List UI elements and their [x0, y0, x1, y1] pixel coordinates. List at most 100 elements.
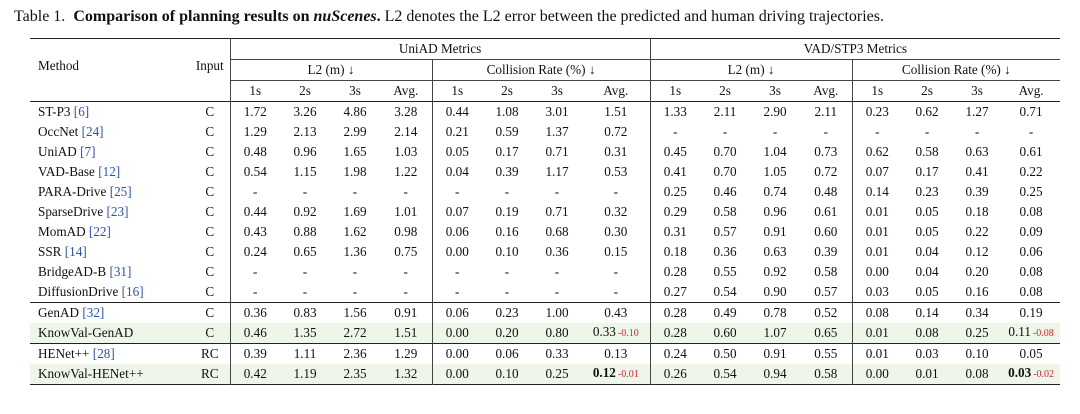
cell-value: 0.63 — [763, 244, 787, 259]
cell-value: - — [403, 184, 408, 199]
v-col-cell: 0.04 — [902, 242, 952, 262]
u-l2-cell: 1.56 — [330, 303, 380, 324]
cell-value: 0.24 — [243, 244, 267, 259]
u-col-cell: 0.44 — [431, 101, 482, 122]
citation-link[interactable]: [28] — [92, 346, 115, 361]
v-l2-cell: 0.70 — [700, 142, 750, 162]
u-l2-cell: 0.46 — [229, 323, 280, 344]
v-l2-cell: 2.11 — [700, 102, 750, 123]
cell-value: 0.75 — [394, 244, 418, 259]
v-col-cell: 0.04 — [902, 262, 952, 282]
cell-value: 0.57 — [713, 224, 737, 239]
citation-link[interactable]: [32] — [82, 305, 105, 320]
cell-value: 0.71 — [1019, 104, 1043, 119]
method-cell: KnowVal-GenAD — [30, 323, 190, 344]
cell-value: 0.45 — [663, 144, 687, 159]
citation-link[interactable]: [14] — [64, 244, 87, 259]
citation-link[interactable]: [31] — [109, 264, 132, 279]
method-name: PARA-Drive — [38, 184, 107, 199]
cell-value: 2.13 — [293, 124, 317, 139]
cell-value: 0.90 — [763, 284, 787, 299]
u-l2-cell: 0.65 — [280, 242, 330, 262]
cell-value: 1.04 — [763, 144, 787, 159]
method-cell: VAD-Base [12] — [30, 162, 190, 182]
v-l2-cell: 0.55 — [800, 344, 852, 365]
cell-value: - — [253, 284, 258, 299]
v-l2-cell: 0.39 — [800, 242, 852, 262]
cell-value: 0.55 — [814, 346, 838, 361]
input-cell: RC — [190, 364, 230, 385]
u-l2-cell: 3.28 — [380, 102, 432, 123]
cell-value: 1.17 — [545, 164, 569, 179]
cell-value: 2.72 — [343, 325, 367, 340]
cell-value: 1.69 — [343, 204, 367, 219]
cell-value: 0.68 — [545, 224, 569, 239]
citation-link[interactable]: [16] — [121, 284, 144, 299]
cell-value: 0.25 — [663, 184, 687, 199]
u-col-cell: - — [532, 262, 582, 282]
citation-link[interactable]: [12] — [98, 164, 121, 179]
v-l2-cell: 0.91 — [750, 222, 800, 242]
cell-value: - — [924, 124, 930, 139]
u-l2-cell: 1.51 — [380, 323, 432, 344]
cell-value: 0.05 — [915, 224, 939, 239]
citation-link[interactable]: [6] — [73, 104, 90, 119]
method-name: KnowVal-GenAD — [38, 325, 134, 340]
u-col-cell: 0.36 — [532, 242, 582, 262]
cell-value: 0.44 — [243, 204, 267, 219]
v-col-cell: 0.23 — [902, 182, 952, 202]
cell-value: 1.98 — [343, 164, 367, 179]
cell-value: 0.39 — [495, 164, 519, 179]
u-l2-cell: 0.92 — [280, 202, 330, 222]
v-l2-cell: 0.31 — [649, 222, 701, 242]
v-col-cell: - — [1002, 122, 1060, 142]
v-col-cell: 0.05 — [902, 222, 952, 242]
method-cell: GenAD [32] — [30, 303, 190, 324]
u-col-cell: - — [582, 182, 650, 202]
u-l2-cell: 1.69 — [330, 202, 380, 222]
citation-link[interactable]: [23] — [106, 204, 129, 219]
delta-value: -0.10 — [617, 328, 639, 339]
cell-value: - — [772, 124, 778, 139]
u-l2-cell: 3.26 — [280, 102, 330, 123]
cell-value: 0.46 — [243, 325, 267, 340]
cell-value: 1.01 — [394, 204, 418, 219]
method-cell: SparseDrive [23] — [30, 202, 190, 222]
cell-value: 0.19 — [495, 204, 519, 219]
cell-value: - — [722, 124, 728, 139]
v-l2-cell: 0.29 — [649, 202, 701, 222]
u-col-cell: 0.13 — [582, 344, 650, 365]
u-l2-cell: 1.72 — [229, 101, 280, 122]
table-row: GenAD [32] C 0.36 0.83 1.56 0.91 0.06 0.23 1.00 0… — [30, 302, 1061, 324]
u-col-cell: 0.32 — [582, 202, 650, 222]
u-l2-cell: 1.29 — [229, 122, 280, 142]
cell-value: 0.61 — [814, 204, 838, 219]
cell-value: 0.18 — [965, 204, 989, 219]
cell-value: 0.88 — [293, 224, 317, 239]
v-l2-cell: 0.96 — [750, 202, 800, 222]
v-l2-cell: 0.36 — [700, 242, 750, 262]
cell-value: 0.00 — [445, 325, 469, 340]
u-col-cell: 0.05 — [431, 142, 482, 162]
u-l2-cell: - — [380, 262, 432, 282]
citation-link[interactable]: [24] — [81, 124, 104, 139]
v-col-cell: 0.14 — [851, 182, 903, 202]
u-col-cell: 0.07 — [431, 202, 482, 222]
cell-value: - — [974, 124, 980, 139]
method-cell: SSR [14] — [30, 242, 190, 262]
cell-value: 1.27 — [965, 104, 989, 119]
method-cell: PARA-Drive [25] — [30, 182, 190, 202]
v-l2-cell: 0.58 — [800, 364, 853, 385]
citation-link[interactable]: [7] — [80, 144, 96, 159]
u-l2-cell: - — [330, 182, 380, 202]
u-l2-cell: - — [330, 282, 380, 303]
u-l2-cell: 0.96 — [280, 142, 330, 162]
cell-value: 0.25 — [545, 366, 569, 381]
citation-link[interactable]: [25] — [109, 184, 132, 199]
cell-value: - — [1028, 124, 1034, 139]
u-col-cell: 1.08 — [482, 102, 532, 123]
cell-value: 0.07 — [445, 204, 469, 219]
citation-link[interactable]: [22] — [88, 224, 111, 239]
v-col-cell: 0.23 — [851, 101, 903, 122]
input-cell: C — [205, 204, 215, 219]
